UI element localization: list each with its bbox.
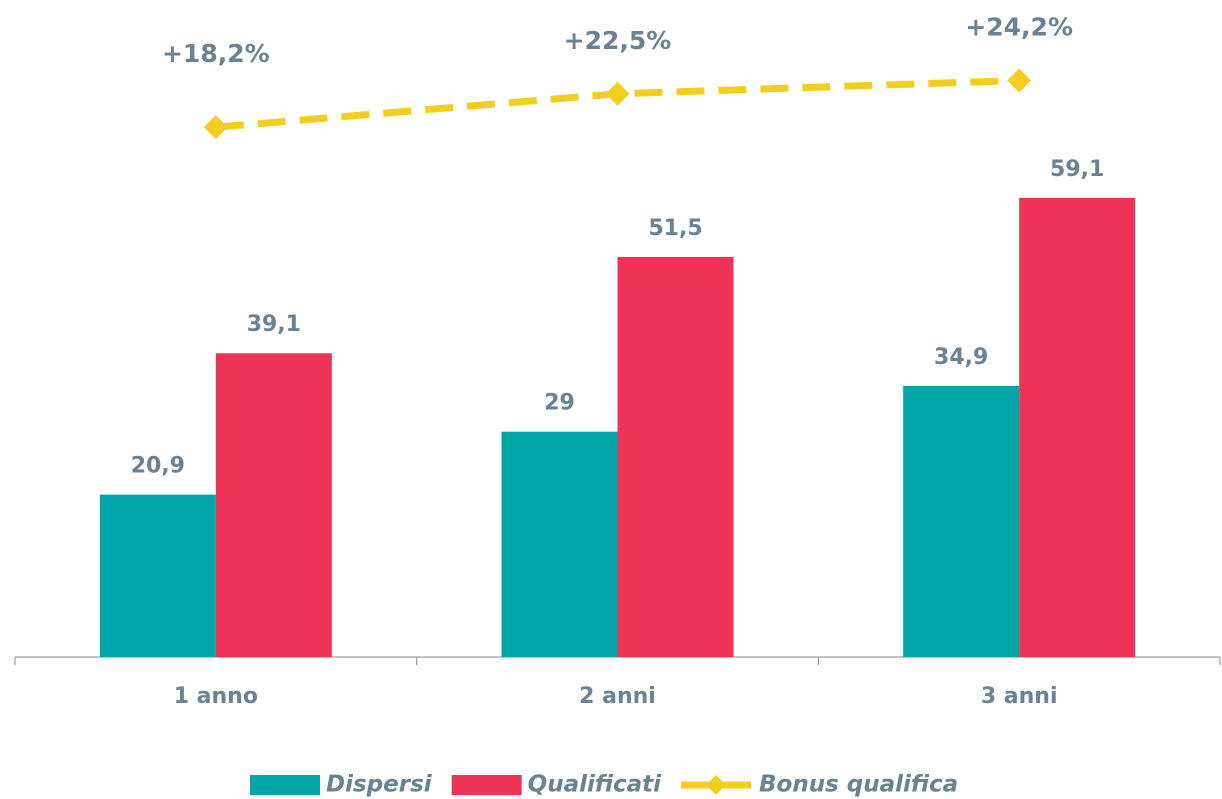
legend-label: Bonus qualifica <box>759 772 958 798</box>
value-label: +18,2% <box>162 39 270 68</box>
value-label: 34,9 <box>934 345 988 370</box>
line-marker <box>1007 68 1032 93</box>
legend-label: Dispersi <box>326 772 433 798</box>
value-label: 59,1 <box>1050 157 1104 182</box>
value-label: 51,5 <box>648 216 702 241</box>
legend-swatch <box>250 775 320 795</box>
value-label: +24,2% <box>965 13 1073 42</box>
bar <box>617 256 734 657</box>
bar <box>215 353 332 657</box>
legend-swatch-marker <box>706 775 727 795</box>
line-marker <box>605 81 630 106</box>
value-label: 39,1 <box>247 312 301 337</box>
x-tick-label: 2 anni <box>579 684 656 709</box>
bar <box>903 385 1020 657</box>
value-label: +22,5% <box>564 26 672 55</box>
value-label: 29 <box>544 391 575 416</box>
x-tick-label: 3 anni <box>981 684 1058 709</box>
bar <box>99 494 216 657</box>
legend-label: Qualificati <box>528 772 662 798</box>
legend-swatch <box>451 775 522 795</box>
bar <box>501 431 618 657</box>
x-tick-label: 1 anno <box>174 684 258 709</box>
bar <box>1019 197 1136 657</box>
value-label: 20,9 <box>131 454 185 479</box>
line-marker <box>203 115 228 140</box>
